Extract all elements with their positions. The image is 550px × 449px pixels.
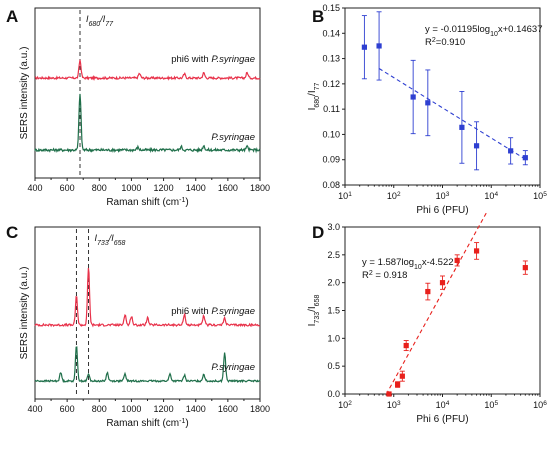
fit-equation: y = 1.587log10x-4.522 bbox=[362, 257, 454, 271]
fit-line bbox=[378, 68, 526, 160]
panel-letter: D bbox=[312, 223, 324, 242]
fit-line bbox=[385, 212, 488, 395]
data-point bbox=[395, 381, 401, 388]
peak-ratio-annotation: I680/I77 bbox=[86, 14, 114, 28]
panel-a: A 400 600 800 1000 1200 1400 1600 1800 Raman shif… bbox=[6, 7, 270, 208]
data-point bbox=[508, 148, 514, 154]
data-point bbox=[459, 124, 465, 130]
spectrum-line-phi6-with-psyringae bbox=[34, 59, 261, 81]
x-tick-label: 105 bbox=[533, 191, 547, 202]
data-point bbox=[425, 288, 431, 295]
spectrum-line-psyringae bbox=[34, 93, 261, 154]
x-tick-label: 101 bbox=[338, 191, 352, 202]
data-point bbox=[376, 43, 382, 49]
r-squared: R2 = 0.918 bbox=[362, 270, 407, 282]
data-point bbox=[399, 373, 405, 379]
data-point bbox=[361, 44, 367, 50]
y-axis-label: I680/I77 bbox=[307, 82, 321, 110]
data-point bbox=[473, 143, 480, 149]
data-point bbox=[454, 257, 460, 263]
r-squared: R2=0.910 bbox=[425, 37, 465, 49]
y-tick-label: 1.5 bbox=[327, 306, 340, 316]
peak-ratio-annotation: I733/I658 bbox=[95, 233, 126, 247]
y-axis-label: SERS intensity (a.u.) bbox=[19, 267, 30, 360]
data-point bbox=[425, 100, 431, 106]
panel-letter: A bbox=[6, 7, 18, 26]
x-axis-label: Raman shift (cm-1) bbox=[106, 197, 188, 209]
data-point bbox=[386, 391, 392, 397]
fit-equation: y = -0.01195log10x+0.14637 bbox=[425, 24, 543, 38]
data-point bbox=[403, 342, 409, 349]
plot-frame bbox=[344, 226, 541, 395]
x-axis-label: Phi 6 (PFU) bbox=[416, 205, 468, 216]
y-tick-label: 0.14 bbox=[322, 28, 340, 38]
series-label: phi6 with P.syringae bbox=[171, 306, 255, 317]
data-point bbox=[473, 248, 480, 254]
y-tick-label: 0.11 bbox=[323, 104, 340, 114]
x-tick-label: 600 bbox=[60, 404, 75, 414]
panel-letter: C bbox=[6, 223, 18, 242]
data-point bbox=[439, 280, 446, 286]
x-tick-label: 103 bbox=[387, 400, 401, 411]
x-tick-label: 1400 bbox=[186, 183, 206, 193]
panel-d: D 102 103 104 105 106 0.0 0.5 1.0 1.5 2.0 2.5 3.0 Phi… bbox=[307, 212, 547, 425]
x-tick-label: 1000 bbox=[121, 183, 141, 193]
y-tick-label: 3.0 bbox=[327, 222, 340, 232]
x-tick-label: 600 bbox=[60, 183, 75, 193]
x-tick-label: 104 bbox=[436, 400, 450, 411]
x-tick-label: 1800 bbox=[250, 404, 270, 414]
y-tick-label: 0.10 bbox=[322, 129, 340, 139]
series-label: P.syringae bbox=[211, 362, 255, 373]
y-tick-label: 0.08 bbox=[322, 180, 340, 190]
x-tick-label: 1800 bbox=[250, 183, 270, 193]
data-point bbox=[410, 94, 416, 100]
plot-frame bbox=[34, 7, 261, 179]
y-tick-label: 2.5 bbox=[327, 250, 340, 260]
x-tick-label: 1200 bbox=[154, 183, 174, 193]
x-tick-label: 1400 bbox=[186, 404, 206, 414]
x-tick-label: 400 bbox=[27, 183, 42, 193]
y-tick-label: 2.0 bbox=[327, 278, 340, 288]
x-tick-label: 800 bbox=[92, 404, 107, 414]
x-tick-label: 106 bbox=[533, 400, 547, 411]
y-tick-label: 1.0 bbox=[327, 333, 340, 343]
x-axis-label: Raman shift (cm-1) bbox=[106, 418, 188, 430]
spectrum-line-phi6-with-psyringae bbox=[34, 267, 261, 328]
y-tick-label: 0.5 bbox=[327, 361, 340, 371]
y-tick-label: 0.12 bbox=[322, 79, 340, 89]
panel-letter: B bbox=[312, 7, 324, 26]
x-axis-label: Phi 6 (PFU) bbox=[416, 414, 468, 425]
x-tick-label: 1600 bbox=[218, 183, 238, 193]
data-point bbox=[522, 155, 528, 161]
x-tick-label: 102 bbox=[387, 191, 401, 202]
x-tick-label: 104 bbox=[484, 191, 498, 202]
y-axis-label: SERS intensity (a.u.) bbox=[19, 47, 30, 140]
y-tick-label: 0.15 bbox=[322, 3, 340, 13]
y-axis-label: I733/I658 bbox=[307, 295, 321, 327]
x-tick-label: 1000 bbox=[121, 404, 141, 414]
series-label: phi6 with P.syringae bbox=[171, 54, 255, 65]
y-tick-label: 0.09 bbox=[322, 155, 340, 165]
x-tick-label: 105 bbox=[484, 400, 498, 411]
y-tick-label: 0.13 bbox=[322, 54, 340, 64]
spectrum-line-psyringae bbox=[34, 346, 261, 384]
panel-c: C 400 600 800 1000 1200 1400 1600 1800 Raman shif… bbox=[6, 223, 270, 429]
panel-b: B 101 102 103 104 105 0.08 0.09 0.10 0.11 0.12 0.13… bbox=[307, 3, 547, 216]
x-tick-label: 800 bbox=[92, 183, 107, 193]
x-tick-label: 102 bbox=[338, 400, 352, 411]
x-tick-label: 1200 bbox=[154, 404, 174, 414]
x-tick-label: 400 bbox=[27, 404, 42, 414]
x-tick-label: 1600 bbox=[218, 404, 238, 414]
y-tick-label: 0.0 bbox=[327, 389, 340, 399]
series-label: P.syringae bbox=[211, 132, 255, 143]
x-tick-label: 103 bbox=[436, 191, 450, 202]
data-point bbox=[522, 265, 528, 271]
